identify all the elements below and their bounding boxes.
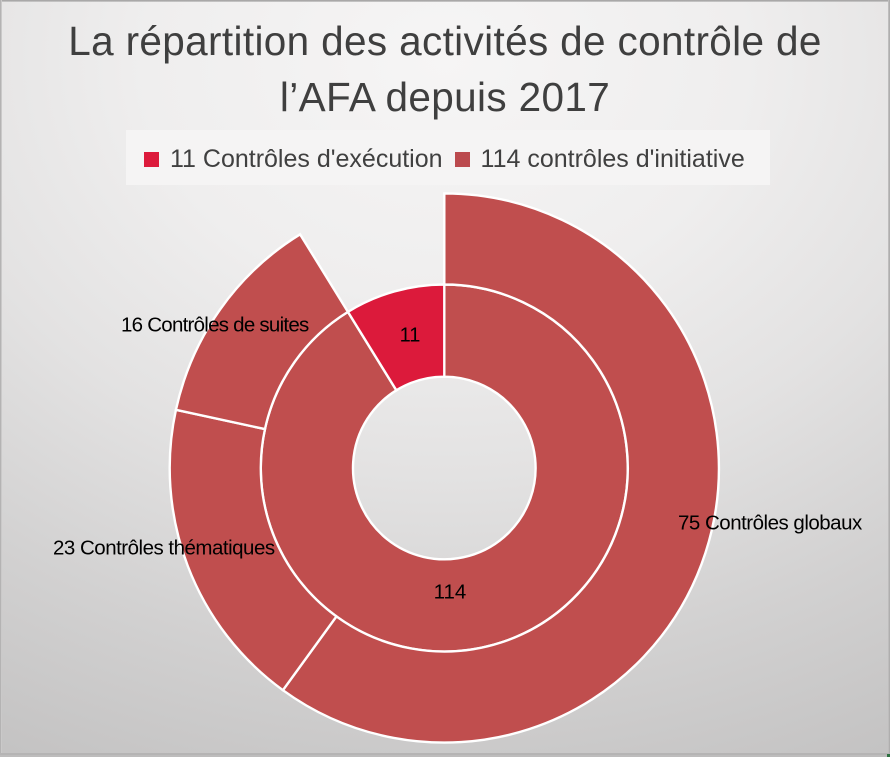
svg-text:23 Contrôles thématiques: 23 Contrôles thématiques — [53, 537, 275, 560]
svg-text:75 Contrôles globaux: 75 Contrôles globaux — [678, 512, 863, 535]
svg-text:16 Contrôles de suites: 16 Contrôles de suites — [121, 314, 309, 337]
svg-text:11: 11 — [400, 325, 421, 347]
svg-text:114: 114 — [434, 581, 467, 604]
